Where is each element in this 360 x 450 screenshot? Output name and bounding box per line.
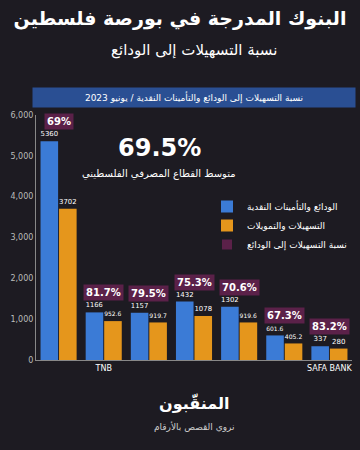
svg-text:5360: 5360 [41, 130, 59, 138]
svg-text:1432: 1432 [176, 291, 194, 299]
svg-text:405.2: 405.2 [285, 333, 303, 340]
svg-text:نسبة التسهيلات إلى الودائع: نسبة التسهيلات إلى الودائع [111, 41, 277, 59]
svg-text:4,000: 4,000 [10, 192, 33, 201]
svg-text:81.7%: 81.7% [86, 287, 121, 298]
svg-text:1,000: 1,000 [10, 315, 33, 324]
svg-text:متوسط القطاع المصرفي الفلسطيني: متوسط القطاع المصرفي الفلسطيني [82, 168, 236, 180]
svg-text:1157: 1157 [131, 302, 149, 310]
svg-text:SAFA BANK: SAFA BANK [307, 364, 353, 373]
svg-text:نروي القصص بالأرقام: نروي القصص بالأرقام [154, 421, 235, 432]
svg-text:البنوك المدرجة في بورصة فلسطين: البنوك المدرجة في بورصة فلسطين [14, 7, 347, 30]
svg-text:6,000: 6,000 [10, 111, 33, 120]
svg-text:5,000: 5,000 [10, 152, 33, 161]
svg-text:2,000: 2,000 [10, 274, 33, 283]
svg-text:75.3%: 75.3% [177, 277, 212, 288]
svg-text:83.2%: 83.2% [312, 321, 347, 332]
svg-text:الودائع والتأمينات النقدية: الودائع والتأمينات النقدية [247, 200, 338, 212]
svg-text:67.3%: 67.3% [267, 310, 302, 321]
svg-text:337: 337 [313, 335, 326, 343]
svg-text:نسبة التسهيلات إلى الودائع: نسبة التسهيلات إلى الودائع [247, 240, 347, 251]
svg-text:69%: 69% [47, 116, 71, 127]
svg-text:التسهيلات والتمويلات: التسهيلات والتمويلات [247, 221, 325, 231]
svg-text:1078: 1078 [194, 305, 212, 313]
svg-text:919.6: 919.6 [240, 312, 257, 319]
svg-text:69.5%: 69.5% [118, 134, 201, 162]
svg-text:79.5%: 79.5% [131, 288, 166, 299]
svg-text:1302: 1302 [221, 296, 239, 304]
svg-text:المنقّبون: المنقّبون [159, 393, 229, 413]
svg-text:70.6%: 70.6% [222, 282, 257, 293]
svg-text:0: 0 [28, 356, 33, 365]
svg-text:919.7: 919.7 [149, 312, 167, 319]
svg-text:3702: 3702 [59, 198, 77, 206]
svg-text:TNB: TNB [95, 364, 112, 373]
svg-text:280: 280 [332, 338, 345, 346]
svg-text:952.6: 952.6 [104, 310, 121, 317]
svg-text:1166: 1166 [86, 301, 103, 309]
svg-text:601.6: 601.6 [266, 325, 283, 332]
svg-text:نسبة التسهيلات إلى الودائع وال: نسبة التسهيلات إلى الودائع والتأمينات ال… [85, 91, 303, 104]
svg-text:3,000: 3,000 [10, 233, 33, 242]
